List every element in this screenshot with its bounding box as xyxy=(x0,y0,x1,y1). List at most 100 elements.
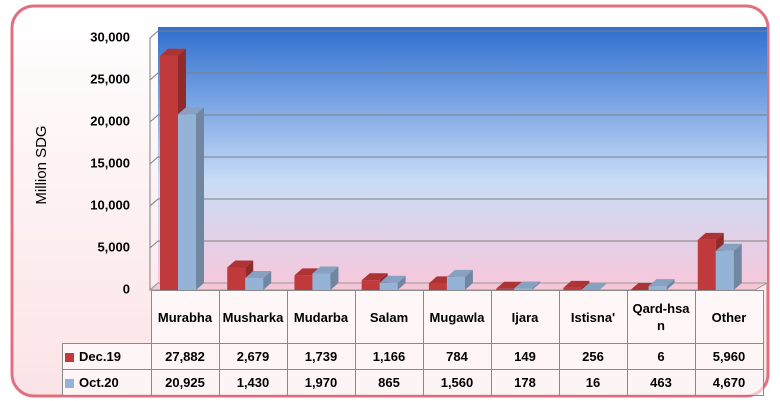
legend-label: Dec.19 xyxy=(79,349,121,364)
series-row: Dec.19 27,882 2,679 1,739 1,166 784 149 256 6 5,9… xyxy=(62,343,764,370)
value-cell: 6 xyxy=(626,343,696,370)
value-cell: 784 xyxy=(422,343,492,370)
value-cell: 5,960 xyxy=(694,343,764,370)
bar-top xyxy=(245,270,272,278)
value-cell: 1,166 xyxy=(354,343,424,370)
bar-top xyxy=(227,260,254,268)
bar-top xyxy=(446,269,473,277)
category-label: Musharka xyxy=(218,290,288,344)
legend-swatch xyxy=(65,379,74,389)
legend-cell: Oct.20 xyxy=(62,369,152,396)
bar-front xyxy=(160,55,178,290)
bar xyxy=(581,282,608,290)
value-cell: 20,925 xyxy=(150,369,220,396)
bar-top xyxy=(514,281,541,289)
bar-side xyxy=(263,270,272,290)
grid-line xyxy=(149,156,767,165)
bar xyxy=(563,280,590,290)
value-cell: 16 xyxy=(558,369,628,396)
bar-top xyxy=(697,232,724,240)
value-cell: 178 xyxy=(490,369,560,396)
y-tick-label: 0 xyxy=(123,281,130,296)
bar xyxy=(245,270,272,290)
y-tick-label: 25,000 xyxy=(90,71,130,86)
value-cell: 1,560 xyxy=(422,369,492,396)
bar-side xyxy=(581,280,590,290)
bar-front xyxy=(563,287,582,290)
header-row: Murabha Musharka Mudarba Salam Mugawla Ijara I… xyxy=(63,290,764,344)
bar-front xyxy=(245,277,264,290)
bar-side xyxy=(666,279,675,290)
bar-top xyxy=(361,273,388,281)
bar-front xyxy=(715,250,734,290)
y-tick-label: 5,000 xyxy=(97,239,130,254)
grid-line xyxy=(149,240,767,249)
value-cell: 2,679 xyxy=(218,343,288,370)
grid-line xyxy=(149,198,767,207)
y-tick-label: 30,000 xyxy=(90,29,130,44)
bar-top xyxy=(496,281,523,289)
bar-top xyxy=(312,266,339,274)
y-tick-label: 10,000 xyxy=(90,197,130,212)
value-cell: 865 xyxy=(354,369,424,396)
bar-side xyxy=(599,282,608,290)
bar-side xyxy=(464,269,473,290)
bar-front xyxy=(496,288,515,290)
bar-side xyxy=(196,107,204,290)
grid-line xyxy=(149,72,767,81)
bar xyxy=(715,243,742,290)
series-row: Oct.20 20,925 1,430 1,970 865 1,560 178 16 463 4,… xyxy=(62,369,764,396)
bar xyxy=(312,266,339,290)
bar-front xyxy=(648,286,667,290)
value-cell: 463 xyxy=(626,369,696,396)
bar-front xyxy=(178,114,196,290)
bar-top xyxy=(160,48,186,56)
bar-front xyxy=(294,275,313,290)
value-cell: 27,882 xyxy=(150,343,220,370)
bar-side xyxy=(397,275,406,290)
category-label: Murabha xyxy=(150,290,220,344)
bar-top xyxy=(715,243,742,251)
bar-side xyxy=(532,281,541,290)
bar-top xyxy=(563,280,590,288)
category-label: Salam xyxy=(354,290,424,344)
bar-front xyxy=(446,276,465,290)
legend-cell: Dec.19 xyxy=(62,343,152,370)
bar xyxy=(446,269,473,290)
value-cell: 4,670 xyxy=(694,369,764,396)
bar-top xyxy=(379,275,406,283)
y-axis-title: Million SDG xyxy=(33,125,50,204)
grid-line xyxy=(149,114,767,123)
y-tick-label: 20,000 xyxy=(90,113,130,128)
value-cell: 1,430 xyxy=(218,369,288,396)
category-label: Ijara xyxy=(490,290,560,344)
grid-line xyxy=(149,30,767,39)
bar-front xyxy=(379,282,398,290)
category-label: Qard-hsan xyxy=(626,290,696,344)
data-table: Murabha Musharka Mudarba Salam Mugawla Ijara I… xyxy=(62,290,764,396)
value-cell: 1,739 xyxy=(286,343,356,370)
bar-front xyxy=(428,283,447,290)
bar-front xyxy=(514,288,533,290)
category-label: Mudarba xyxy=(286,290,356,344)
value-cell: 149 xyxy=(490,343,560,370)
y-tick-label: 15,000 xyxy=(90,155,130,170)
bar-front xyxy=(361,280,380,290)
bar xyxy=(648,279,675,290)
legend-swatch xyxy=(65,353,74,363)
bar xyxy=(514,281,541,290)
bar-front xyxy=(227,267,246,290)
category-label: Istisna' xyxy=(558,290,628,344)
bar-top xyxy=(581,282,608,290)
category-label: Other xyxy=(694,290,764,344)
bar-front xyxy=(697,239,716,290)
legend-label: Oct.20 xyxy=(79,375,119,390)
bar-top xyxy=(648,279,675,287)
value-cell: 1,970 xyxy=(286,369,356,396)
bar-top xyxy=(178,107,204,115)
bar-side xyxy=(733,243,742,290)
bar xyxy=(178,107,204,290)
value-cell: 256 xyxy=(558,343,628,370)
bar xyxy=(379,275,406,290)
